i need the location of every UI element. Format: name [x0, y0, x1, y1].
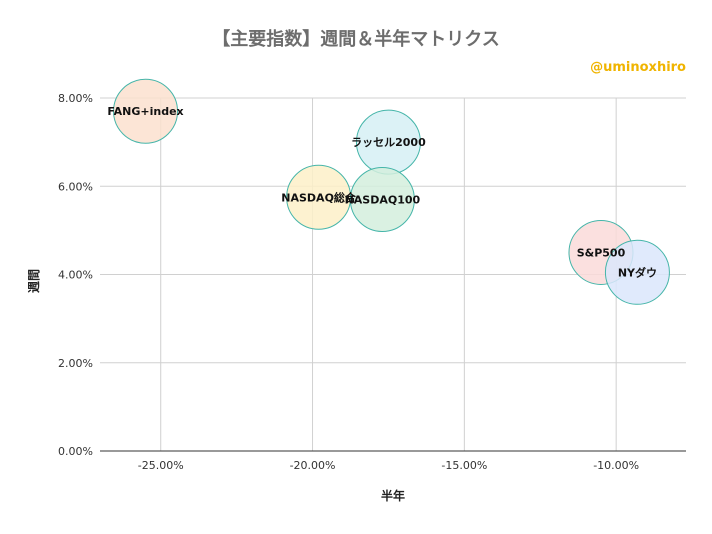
x-tick-label: -10.00%	[593, 459, 639, 472]
bubble-point	[349, 166, 415, 232]
bubble-label: ラッセル2000	[351, 136, 426, 149]
bubble-label: NYダウ	[618, 265, 657, 279]
chart-title: 【主要指数】週間＆半年マトリクス	[212, 28, 499, 50]
bubble-point	[604, 239, 670, 305]
y-tick-label: 6.00%	[58, 180, 93, 193]
y-tick-label: 4.00%	[58, 269, 93, 282]
x-axis-label: 半年	[381, 488, 405, 503]
x-tick-label: -20.00%	[290, 459, 336, 472]
tick-labels: 0.00% 2.00% 4.00% 6.00% 8.00% -25.00% -20.00% -…	[58, 92, 639, 472]
bubble-label: S&P500	[577, 246, 626, 259]
x-tick-label: -25.00%	[138, 459, 184, 472]
bubble-label: NASDAQ総合	[281, 190, 357, 204]
bubble-point	[113, 78, 179, 144]
watermark-text: @uminoxhiro	[590, 60, 686, 75]
y-axis-label: 週間	[26, 269, 41, 293]
bubble-label: FANG+index	[107, 105, 183, 118]
y-tick-label: 8.00%	[58, 92, 93, 105]
x-tick-label: -15.00%	[441, 459, 487, 472]
bubble-label: NASDAQ100	[345, 193, 421, 206]
y-tick-label: 0.00%	[58, 445, 93, 458]
y-tick-label: 2.00%	[58, 357, 93, 370]
